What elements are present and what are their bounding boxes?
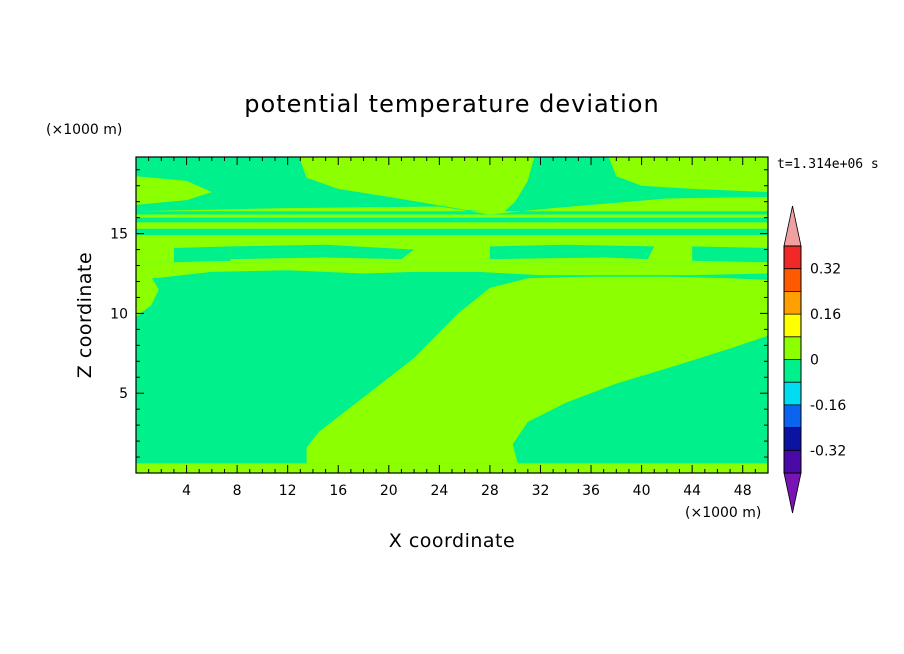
colorbar-over-arrow [783,205,802,247]
contour-region-11 [230,244,415,260]
colorbar-label: 0.32 [810,262,841,278]
contour-region-8 [608,157,768,193]
y-unit-label: (×1000 m) [46,122,122,138]
y-tick-label: 5 [119,386,128,402]
contour-region-10 [136,273,159,317]
y-tick-label: 10 [110,306,128,322]
colorbar-swatch [784,382,801,406]
contour-regions [136,157,768,473]
x-tick-label: 40 [633,483,651,499]
colorbar-swatch [784,404,801,428]
colorbar-frame [783,245,802,474]
time-label: t=1.314e+06 s [777,157,879,172]
x-tick-label: 32 [532,483,550,499]
contour-region-0 [136,463,768,473]
contour-region-5 [136,214,768,218]
x-tick-label: 48 [734,483,752,499]
contour-region-14 [692,246,768,263]
contour-region-9 [136,176,212,205]
colorbar-swatch [784,314,801,338]
y-axis-label: Z coordinate [74,252,96,378]
colorbar-swatch [784,336,801,360]
colorbar-swatch [784,450,801,474]
y-tick-label: 15 [110,227,128,243]
colorbar-swatch [784,427,801,451]
y-ticks: 5 10 15 [110,169,768,458]
colorbar-label: 0.16 [810,307,841,323]
contour-region-6 [136,196,768,215]
colorbar-swatch [784,291,801,315]
x-unit-label: (×1000 m) [685,505,761,521]
contour-region-2 [136,262,768,279]
colorbar-label: -0.16 [810,398,846,414]
x-tick-label: 36 [582,483,600,499]
x-tick-label: 12 [279,483,297,499]
colorbar-label: -0.32 [810,443,846,459]
x-ticks: 4 8 12 16 20 24 28 32 36 40 44 48 [148,157,756,499]
contour-region-1 [306,276,768,464]
colorbar-label: 0 [810,353,819,369]
x-tick-label: 28 [481,483,499,499]
x-tick-label: 16 [329,483,347,499]
colorbar: -0.32 -0.16 0 0.16 0.32 [783,205,846,514]
x-tick-label: 4 [182,483,191,499]
colorbar-under-arrow [783,472,802,514]
colorbar-swatch [784,246,801,269]
colorbar-swatch [784,359,801,383]
chart-title: potential temperature deviation [244,90,659,118]
x-tick-label: 8 [233,483,242,499]
contour-region-13 [173,246,231,263]
colorbar-swatch [784,268,801,292]
x-tick-label: 44 [683,483,701,499]
x-tick-label: 24 [430,483,448,499]
contour-region-12 [489,244,655,260]
x-tick-label: 20 [380,483,398,499]
contour-region-7 [299,157,535,213]
x-axis-label: X coordinate [389,530,515,552]
contour-region-4 [136,222,768,229]
